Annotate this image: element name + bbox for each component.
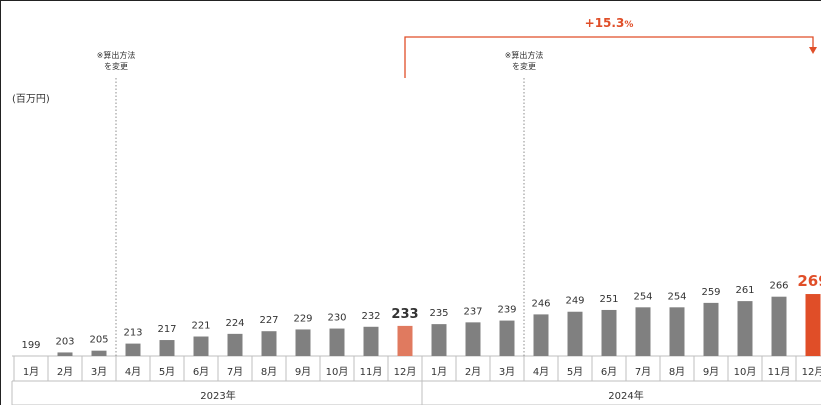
bar (669, 307, 685, 356)
data-label: 230 (327, 313, 346, 324)
data-label: 266 (769, 281, 788, 292)
data-label: 227 (259, 315, 278, 326)
growth-bracket (404, 36, 814, 78)
bar (465, 322, 481, 356)
method-change-note: ※算出方法 (97, 50, 136, 60)
bar (431, 324, 447, 356)
data-label: 249 (565, 296, 584, 307)
category-label: 11月 (768, 366, 791, 378)
category-label: 4月 (533, 366, 549, 378)
category-label: 12月 (394, 366, 417, 378)
category-label: 7月 (227, 366, 243, 378)
data-label: 237 (463, 306, 482, 317)
bar (635, 307, 651, 356)
bar (533, 314, 549, 356)
growth-unit: % (624, 20, 633, 30)
growth-label: +15.3% (585, 16, 634, 30)
growth-value: +15.3 (585, 16, 625, 30)
bar (703, 302, 719, 356)
bar (57, 352, 73, 356)
data-label: 233 (391, 307, 418, 322)
data-label: 261 (735, 285, 754, 296)
bar (601, 309, 617, 356)
bar (363, 326, 379, 356)
category-label: 6月 (193, 366, 209, 378)
bar (227, 333, 243, 356)
bar (805, 294, 821, 356)
category-label: 11月 (360, 366, 383, 378)
data-label: 213 (123, 328, 142, 339)
category-label: 3月 (499, 366, 515, 378)
data-label: 221 (191, 321, 210, 332)
category-label: 7月 (635, 366, 651, 378)
data-label: 235 (429, 308, 448, 319)
growth-arrowhead (809, 47, 817, 54)
category-label: 8月 (261, 366, 277, 378)
bar (193, 336, 209, 356)
bar (397, 325, 413, 356)
bar (771, 296, 787, 356)
bar (295, 329, 311, 356)
data-label: 232 (361, 311, 380, 322)
data-label: 254 (667, 291, 686, 302)
category-label: 9月 (295, 366, 311, 378)
category-label: 2月 (465, 366, 481, 378)
data-label: 229 (293, 313, 312, 324)
data-label: 269 (797, 272, 821, 290)
data-label: 251 (599, 294, 618, 305)
bar (329, 328, 345, 356)
bar (159, 340, 175, 356)
category-label: 1月 (23, 366, 39, 378)
category-label: 5月 (567, 366, 583, 378)
method-change-note: を変更 (104, 61, 128, 71)
category-label: 6月 (601, 366, 617, 378)
category-label: 3月 (91, 366, 107, 378)
category-label: 9月 (703, 366, 719, 378)
bar (261, 331, 277, 356)
bar (567, 311, 583, 356)
data-label: 199 (21, 340, 40, 351)
year-label: 2023年 (200, 389, 235, 402)
category-label: 2月 (57, 366, 73, 378)
data-label: 259 (701, 287, 720, 298)
data-label: 203 (55, 336, 74, 347)
category-label: 10月 (734, 366, 757, 378)
year-label: 2024年 (608, 389, 643, 402)
category-label: 8月 (669, 366, 685, 378)
unit-label: (百万円) (12, 94, 50, 105)
category-label: 1月 (431, 366, 447, 378)
category-label: 4月 (125, 366, 141, 378)
bar (499, 320, 515, 356)
data-label: 205 (89, 335, 108, 346)
data-label: 246 (531, 298, 550, 309)
method-change-note: ※算出方法 (505, 50, 544, 60)
category-label: 5月 (159, 366, 175, 378)
data-label: 224 (225, 318, 244, 329)
bar (737, 301, 753, 356)
data-label: 239 (497, 305, 516, 316)
bar (125, 343, 141, 356)
bar (91, 350, 107, 356)
category-label: 12月 (802, 366, 821, 378)
category-label: 10月 (326, 366, 349, 378)
data-label: 254 (633, 291, 652, 302)
data-label: 217 (157, 324, 176, 335)
method-change-note: を変更 (512, 61, 536, 71)
